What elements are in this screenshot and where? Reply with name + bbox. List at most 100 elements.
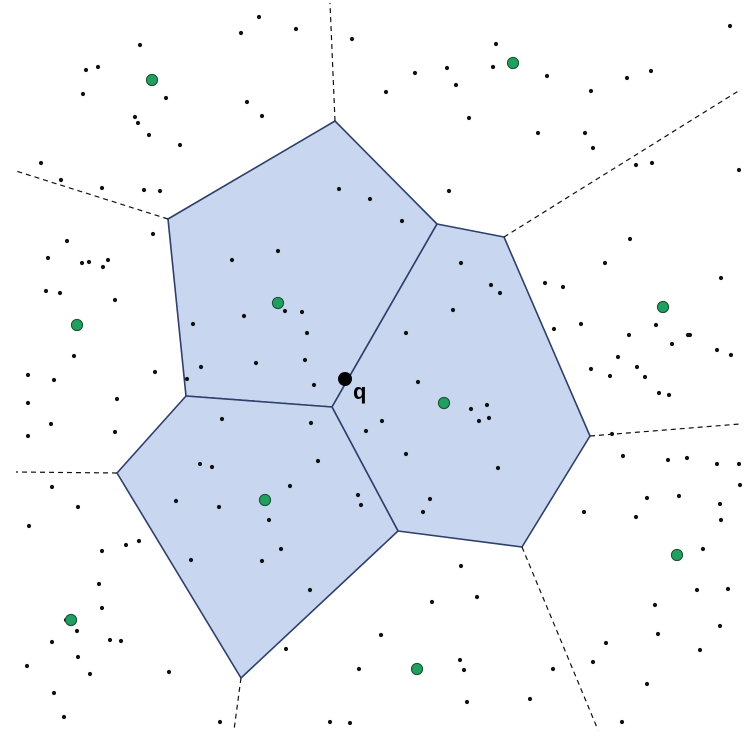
data-point: [427, 496, 433, 502]
data-point: [444, 65, 450, 71]
data-point: [48, 421, 54, 427]
data-point: [100, 264, 106, 270]
data-point: [99, 548, 105, 554]
data-point: [135, 120, 141, 126]
dashed-edge: [233, 677, 242, 731]
dashed-edge: [15, 471, 118, 474]
dashed-edge: [589, 423, 741, 437]
data-point: [412, 70, 418, 76]
data-point: [299, 309, 305, 315]
data-point: [383, 89, 389, 95]
data-point: [474, 594, 480, 600]
data-point: [287, 483, 293, 489]
data-point: [461, 667, 467, 673]
data-point: [609, 431, 615, 437]
data-point: [626, 332, 632, 338]
data-point: [450, 307, 456, 313]
data-point: [652, 602, 658, 608]
data-point: [278, 546, 284, 552]
data-point: [736, 461, 742, 467]
data-point: [669, 341, 675, 347]
data-point: [355, 492, 361, 498]
data-point: [737, 482, 743, 488]
data-point: [118, 638, 124, 644]
data-point: [356, 666, 362, 672]
data-point: [293, 26, 299, 32]
data-point: [132, 114, 138, 120]
data-point: [644, 495, 650, 501]
site-point: [64, 613, 78, 627]
data-point: [358, 502, 364, 508]
data-point: [725, 586, 731, 592]
data-point: [95, 64, 101, 70]
data-point: [197, 461, 203, 467]
data-point: [49, 639, 55, 645]
data-point: [283, 646, 289, 652]
data-point: [137, 42, 143, 48]
data-point: [544, 73, 550, 79]
data-point: [177, 142, 183, 148]
data-point: [80, 91, 86, 97]
site-point: [271, 296, 285, 310]
data-point: [588, 366, 594, 372]
data-point: [99, 185, 105, 191]
data-point: [648, 68, 654, 74]
data-point: [684, 455, 690, 461]
data-point: [49, 484, 55, 490]
data-point: [367, 196, 373, 202]
data-point: [217, 719, 223, 725]
data-point: [152, 369, 158, 375]
data-point: [136, 538, 142, 544]
data-point: [51, 690, 57, 696]
data-point: [157, 188, 163, 194]
data-point: [216, 504, 222, 510]
data-point: [527, 696, 533, 702]
data-point: [336, 186, 342, 192]
data-point: [582, 130, 588, 136]
site-point: [410, 662, 424, 676]
data-point: [253, 360, 259, 366]
query-point: [338, 372, 352, 386]
data-point: [642, 374, 648, 380]
data-point: [700, 546, 706, 552]
site-point: [258, 493, 272, 507]
data-point: [633, 162, 639, 168]
data-point: [717, 623, 723, 629]
data-point: [26, 523, 32, 529]
data-point: [714, 347, 720, 353]
data-point: [550, 666, 556, 672]
data-point: [535, 130, 541, 136]
data-point: [649, 160, 655, 166]
data-point: [685, 332, 691, 338]
site-point: [506, 56, 520, 70]
data-points: [24, 14, 743, 726]
data-point: [399, 218, 405, 224]
data-point: [633, 514, 639, 520]
data-point: [150, 231, 156, 237]
dashed-voronoi-edges: [15, 2, 741, 731]
data-point: [627, 236, 633, 242]
data-point: [468, 406, 474, 412]
data-point: [61, 714, 67, 720]
data-point: [219, 416, 225, 422]
data-point: [429, 599, 435, 605]
data-point: [304, 330, 310, 336]
data-point: [57, 290, 63, 296]
data-point: [590, 145, 596, 151]
data-point: [259, 558, 265, 564]
data-point: [464, 699, 470, 705]
data-point: [315, 458, 321, 464]
data-point: [112, 297, 118, 303]
data-point: [644, 681, 650, 687]
data-point: [476, 418, 482, 424]
data-point: [266, 517, 272, 523]
data-point: [403, 330, 409, 336]
site-point: [70, 318, 84, 332]
data-point: [590, 659, 596, 665]
site-point: [145, 73, 159, 87]
data-point: [74, 628, 80, 634]
data-point: [238, 30, 244, 36]
data-point: [86, 259, 92, 265]
data-point: [188, 557, 194, 563]
